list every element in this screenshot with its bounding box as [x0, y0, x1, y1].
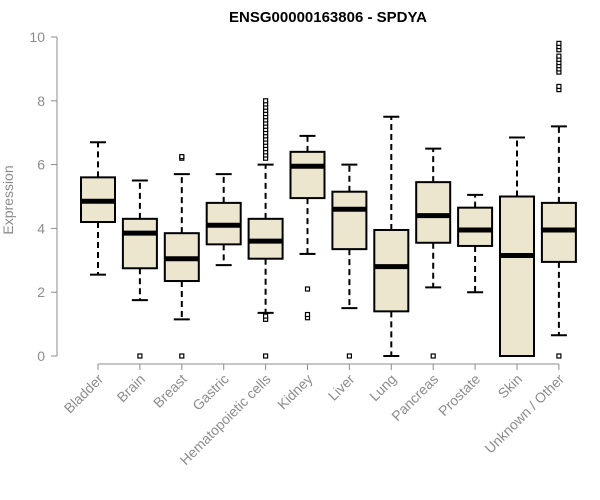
- y-tick-label: 4: [37, 220, 45, 236]
- x-tick-label: Breast: [150, 371, 190, 411]
- outlier-point: [430, 353, 436, 359]
- outlier-point: [304, 311, 311, 318]
- outlier-point: [304, 286, 311, 292]
- y-tick-label: 0: [37, 348, 45, 364]
- x-tick-label: Bladder: [61, 371, 107, 417]
- y-axis-label: Expression: [0, 165, 16, 234]
- box-iqr: [331, 190, 368, 251]
- box-iqr: [457, 206, 494, 247]
- outlier-point: [263, 353, 269, 359]
- outlier-point: [556, 83, 562, 90]
- box-prostate: [457, 193, 494, 294]
- outlier-point: [179, 353, 185, 359]
- box-pancreas: [415, 147, 452, 359]
- box-hematopoietic-cells: [247, 98, 284, 359]
- box-brain: [121, 179, 158, 359]
- box-iqr: [373, 228, 410, 313]
- box-breast: [163, 154, 200, 359]
- x-tick-label: Liver: [325, 371, 358, 404]
- box-iqr: [499, 195, 535, 357]
- y-axis: 0 2 4 6 8 10: [29, 29, 58, 364]
- outlier-point: [346, 353, 352, 359]
- box-bladder: [80, 141, 116, 276]
- box-iqr: [415, 181, 452, 244]
- x-tick-label: Brain: [114, 371, 148, 405]
- box-skin: [499, 136, 535, 357]
- x-tick-label: Prostate: [435, 371, 483, 419]
- outlier-point: [137, 353, 143, 359]
- outlier-point: [556, 353, 562, 359]
- box-liver: [331, 163, 368, 359]
- outlier-point: [179, 154, 185, 160]
- x-tick-label: Skin: [495, 371, 526, 402]
- x-tick-label: Kidney: [274, 371, 316, 413]
- box-unknown-other: [540, 40, 577, 359]
- box-gastric: [205, 173, 242, 267]
- box-iqr: [289, 150, 326, 200]
- box-lung: [373, 115, 410, 357]
- y-tick-label: 8: [37, 93, 45, 109]
- x-tick-label: Lung: [366, 371, 399, 404]
- x-tick-label: Unknown / Other: [481, 371, 567, 457]
- x-tick-label: Pancreas: [388, 371, 441, 424]
- y-tick-label: 10: [29, 29, 45, 45]
- y-tick-label: 2: [37, 284, 45, 300]
- outlier-point: [556, 53, 562, 59]
- box-kidney: [289, 134, 326, 321]
- box-series: [80, 40, 577, 359]
- chart-title: ENSG00000163806 - SPDYA: [229, 9, 427, 26]
- y-tick-label: 6: [37, 157, 45, 173]
- outlier-point: [263, 313, 269, 319]
- outlier-point: [556, 40, 562, 46]
- outlier-point: [263, 98, 269, 104]
- box-iqr: [121, 217, 158, 270]
